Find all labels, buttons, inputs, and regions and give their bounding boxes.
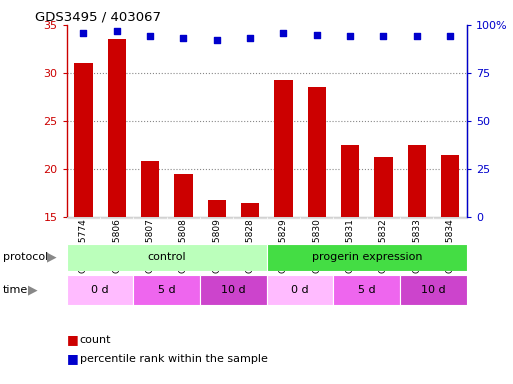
Point [346, 33, 354, 40]
Bar [308, 88, 326, 217]
Text: time: time [3, 285, 28, 295]
Bar [67, 217, 100, 219]
Point [212, 37, 221, 43]
Bar [200, 275, 267, 305]
Point [179, 35, 187, 41]
Bar [241, 203, 259, 217]
Bar [267, 275, 333, 305]
Point [412, 33, 421, 40]
Text: 10 d: 10 d [421, 285, 446, 295]
Bar [133, 217, 167, 219]
Bar [108, 40, 126, 217]
Bar [267, 217, 300, 219]
Bar [333, 217, 367, 219]
Text: count: count [80, 335, 111, 345]
Bar [208, 200, 226, 217]
Bar [408, 145, 426, 217]
Bar [67, 244, 267, 271]
Text: protocol: protocol [3, 252, 48, 262]
Text: ▶: ▶ [47, 251, 57, 264]
Text: percentile rank within the sample: percentile rank within the sample [80, 354, 267, 364]
Text: ■: ■ [67, 353, 78, 366]
Text: 0 d: 0 d [91, 285, 109, 295]
Bar [167, 217, 200, 219]
Point [379, 33, 388, 40]
Point [146, 33, 154, 40]
Bar [74, 63, 92, 217]
Bar [274, 79, 292, 217]
Point [312, 31, 321, 38]
Bar [233, 217, 267, 219]
Text: GDS3495 / 403067: GDS3495 / 403067 [35, 11, 161, 24]
Bar [367, 217, 400, 219]
Point [79, 30, 87, 36]
Bar [400, 217, 433, 219]
Bar [441, 155, 459, 217]
Bar [400, 275, 467, 305]
Bar [200, 217, 233, 219]
Bar [374, 157, 392, 217]
Bar [174, 174, 192, 217]
Bar [341, 145, 359, 217]
Bar [133, 275, 200, 305]
Text: control: control [147, 252, 186, 262]
Bar [100, 217, 133, 219]
Point [246, 35, 254, 41]
Text: progerin expression: progerin expression [311, 252, 422, 262]
Text: ■: ■ [67, 333, 78, 346]
Bar [333, 275, 400, 305]
Point [446, 33, 454, 40]
Bar [141, 161, 159, 217]
Bar [433, 217, 467, 219]
Bar [300, 217, 333, 219]
Bar [267, 244, 467, 271]
Text: 0 d: 0 d [291, 285, 309, 295]
Point [279, 30, 287, 36]
Bar [67, 275, 133, 305]
Point [112, 28, 121, 34]
Text: 5 d: 5 d [358, 285, 376, 295]
Text: 5 d: 5 d [158, 285, 175, 295]
Text: ▶: ▶ [28, 283, 38, 296]
Text: 10 d: 10 d [221, 285, 246, 295]
